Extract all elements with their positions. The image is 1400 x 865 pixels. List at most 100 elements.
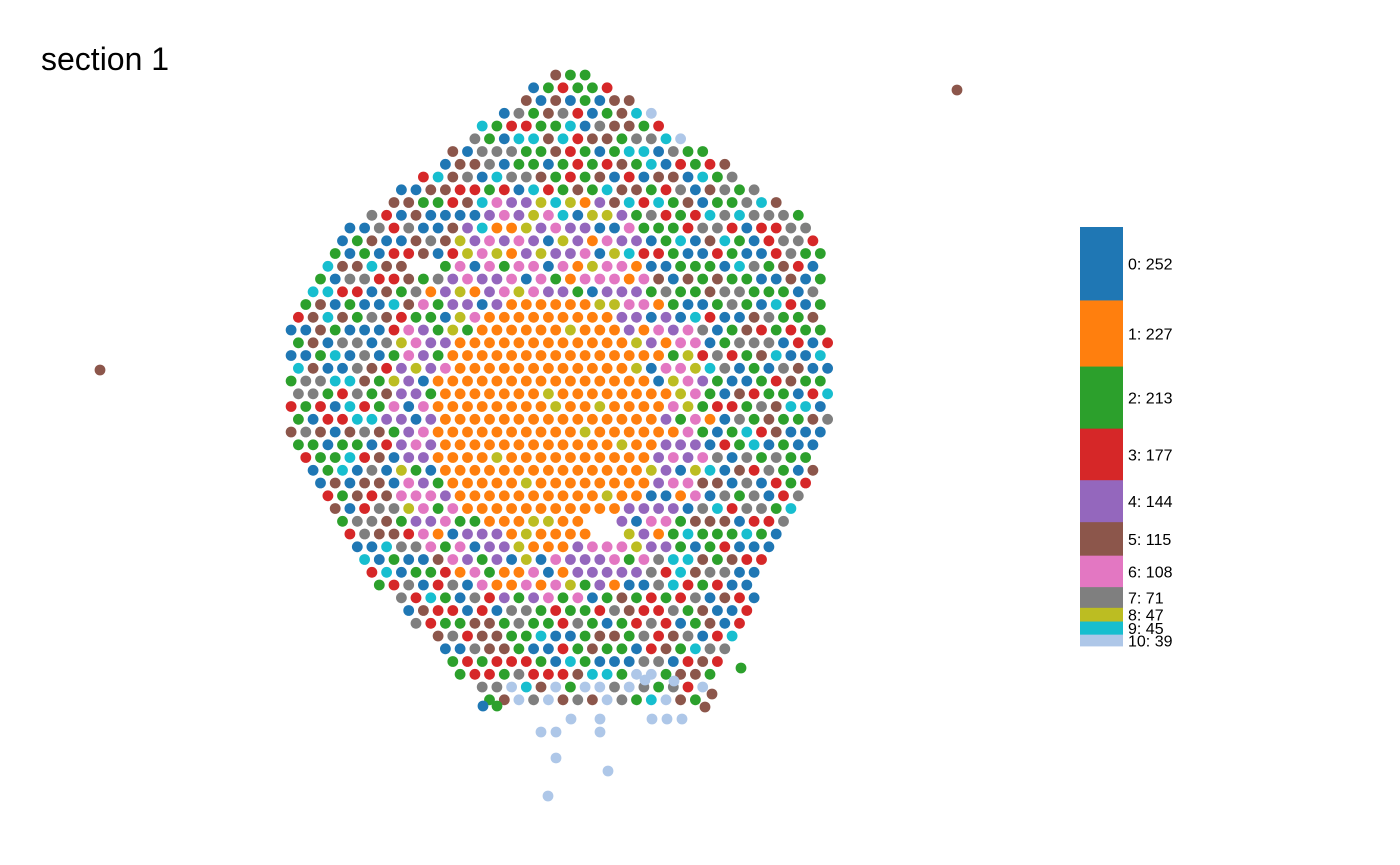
spot-cluster-0 <box>300 324 312 336</box>
spot-cluster-6 <box>667 477 679 489</box>
spot-cluster-7 <box>351 388 363 400</box>
spot-cluster-0 <box>403 401 415 412</box>
spot-cluster-0 <box>756 299 767 310</box>
spot-cluster-7 <box>667 605 679 616</box>
spot-cluster-3 <box>403 248 415 259</box>
spot-cluster-4 <box>616 566 628 578</box>
spot-cluster-1 <box>601 388 613 400</box>
spot-cluster-1 <box>616 362 628 374</box>
spot-cluster-8 <box>520 528 532 540</box>
spot-cluster-1 <box>550 477 562 489</box>
spot-cluster-4 <box>491 528 503 540</box>
spot-cluster-1 <box>631 439 642 451</box>
spot-cluster-3 <box>469 668 481 680</box>
spot-cluster-9 <box>645 694 657 706</box>
spot-cluster-0 <box>734 311 745 323</box>
spot-cluster-7 <box>315 375 326 387</box>
spot-cluster-1 <box>594 477 606 489</box>
spot-cluster-2 <box>756 528 767 540</box>
spot-cluster-1 <box>528 388 539 400</box>
legend-label-7: 7: 71 <box>1128 590 1164 607</box>
spot-cluster-1 <box>572 388 584 400</box>
spot-cluster-0 <box>477 700 489 712</box>
spot-cluster-4 <box>565 554 576 565</box>
spot-cluster-5 <box>351 490 363 502</box>
spot-cluster-2 <box>565 69 576 81</box>
spot-cluster-8 <box>557 235 569 247</box>
spot-cluster-9 <box>322 311 334 323</box>
spot-cluster-2 <box>579 605 591 616</box>
spot-cluster-2 <box>734 490 745 502</box>
spot-cluster-2 <box>785 477 797 489</box>
spot-cluster-5 <box>351 260 363 272</box>
spot-cluster-1 <box>454 362 466 374</box>
spot-cluster-0 <box>690 541 701 553</box>
spot-cluster-1 <box>484 311 495 323</box>
spot-cluster-5 <box>447 222 459 234</box>
spot-cluster-7 <box>770 452 782 463</box>
spot-cluster-5 <box>719 515 731 527</box>
spot-cluster-5 <box>315 426 326 438</box>
spot-cluster-1 <box>616 413 628 425</box>
spot-cluster-4 <box>491 554 503 565</box>
spot-cluster-3 <box>623 171 635 183</box>
spot-cluster-3 <box>770 375 782 387</box>
spot-cluster-4 <box>396 439 407 451</box>
spot-cluster-6 <box>403 324 415 336</box>
spot-cluster-0 <box>697 248 709 259</box>
spot-cluster-1 <box>587 337 598 349</box>
spot-cluster-5 <box>609 197 620 208</box>
spot-cluster-2 <box>418 197 429 208</box>
legend-label-10: 10: 39 <box>1128 633 1173 650</box>
spot-cluster-3 <box>800 477 811 489</box>
spot-cluster-8 <box>690 464 701 476</box>
spot-cluster-6 <box>675 337 686 349</box>
spot-cluster-3 <box>697 350 709 361</box>
spot-cluster-1 <box>601 439 613 451</box>
spot-cluster-0 <box>756 273 767 285</box>
spot-cluster-7 <box>748 260 760 272</box>
spot-cluster-5 <box>675 668 686 680</box>
spot-cluster-7 <box>351 362 363 374</box>
spot-cluster-6 <box>388 401 400 412</box>
spot-cluster-2 <box>778 413 789 425</box>
spot-cluster-1 <box>645 388 657 400</box>
spot-cluster-0 <box>410 413 422 425</box>
spot-cluster-7 <box>690 592 701 604</box>
spot-cluster-1 <box>623 273 635 285</box>
spot-cluster-1 <box>506 299 517 310</box>
spot-cluster-1 <box>579 528 591 540</box>
spot-cluster-0 <box>520 273 532 285</box>
spot-cluster-0 <box>682 171 694 183</box>
spot-cluster-0 <box>756 477 767 489</box>
spot-cluster-3 <box>293 311 304 323</box>
spot-cluster-5 <box>667 171 679 183</box>
spot-cluster-1 <box>513 566 525 578</box>
spot-cluster-4 <box>543 286 554 298</box>
spot-cluster-6 <box>403 477 415 489</box>
spot-cluster-0 <box>366 286 378 298</box>
spot-cluster-9 <box>719 235 731 247</box>
spot-cluster-0 <box>792 464 804 476</box>
spot-cluster-9 <box>520 681 532 693</box>
spot-cluster-1 <box>432 375 444 387</box>
spot-cluster-1 <box>462 350 473 361</box>
spot-cluster-0 <box>748 592 760 604</box>
spot-cluster-2 <box>748 286 760 298</box>
spot-cluster-0 <box>594 248 606 259</box>
spot-cluster-4 <box>675 439 686 451</box>
spot-cluster-1 <box>484 439 495 451</box>
spot-cluster-3 <box>484 592 495 604</box>
spot-cluster-0 <box>631 643 642 655</box>
spot-cluster-9 <box>704 464 716 476</box>
spot-cluster-8 <box>601 490 613 502</box>
spot-cluster-0 <box>418 222 429 234</box>
spot-cluster-7 <box>373 503 385 514</box>
spot-cluster-5 <box>756 350 767 361</box>
spot-cluster-7 <box>513 668 525 680</box>
spot-cluster-0 <box>491 605 503 616</box>
spot-cluster-3 <box>785 324 797 336</box>
spot-cluster-5 <box>410 235 422 247</box>
spot-cluster-2 <box>697 401 709 412</box>
spot-cluster-0 <box>344 350 356 361</box>
